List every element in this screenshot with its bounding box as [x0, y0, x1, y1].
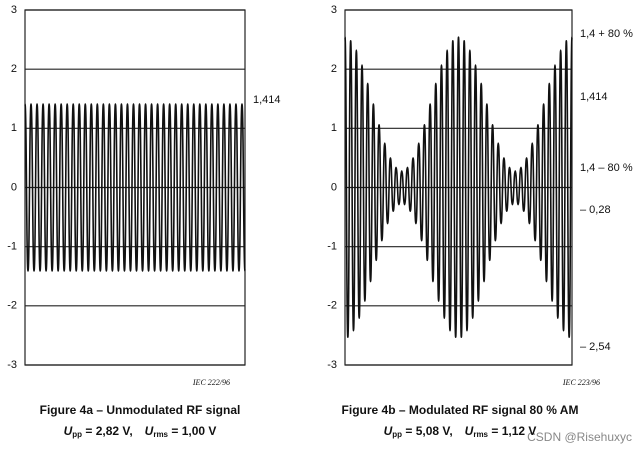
y-tick-label: 2 — [11, 63, 17, 75]
y-tick-label: 0 — [331, 181, 337, 193]
formula-subscript: rms — [473, 430, 488, 439]
y-tick-label: -2 — [327, 300, 337, 312]
annotation: – 2,54 — [580, 341, 611, 353]
signal-line — [344, 36, 573, 339]
annotation: 1,414 — [253, 94, 281, 106]
figure-caption: Figure 4b – Modulated RF signal 80 % AM — [342, 403, 579, 417]
formula-symbol: U — [384, 424, 393, 438]
annotation: – 0,28 — [580, 204, 611, 216]
annotation: 1,4 – 80 % — [580, 162, 633, 174]
y-tick-label: 3 — [331, 4, 337, 16]
annotation: 1,4 + 80 % — [580, 28, 633, 40]
y-tick-label: -3 — [327, 359, 337, 371]
source-label: IEC 223/96 — [562, 378, 600, 387]
plot-frame — [24, 9, 246, 366]
y-tick-label: -1 — [327, 241, 337, 253]
y-tick-label: -3 — [7, 359, 17, 371]
y-tick-label: 3 — [11, 4, 17, 16]
formula-value: = 2,82 V, — [82, 424, 133, 438]
formula-subscript: pp — [72, 430, 82, 439]
formula-value: = 5,08 V, — [402, 424, 453, 438]
formula-value: = 1,00 V — [168, 424, 216, 438]
y-tick-label: 1 — [11, 122, 17, 134]
plot-frame — [344, 9, 573, 366]
y-tick-label: -2 — [7, 300, 17, 312]
formula-symbol: U — [64, 424, 73, 438]
signal-line — [24, 103, 246, 272]
y-tick-label: 1 — [331, 122, 337, 134]
y-tick-label: 2 — [331, 63, 337, 75]
annotation: 1,414 — [580, 91, 608, 103]
figure-caption: Figure 4a – Unmodulated RF signal — [40, 403, 241, 417]
formula: Upp = 5,08 V, Urms = 1,12 V — [384, 424, 537, 439]
source-label: IEC 222/96 — [192, 378, 230, 387]
formula-symbol: U — [145, 424, 154, 438]
formula: Upp = 2,82 V, Urms = 1,00 V — [64, 424, 217, 439]
formula-subscript: pp — [392, 430, 402, 439]
formula-value: = 1,12 V — [488, 424, 536, 438]
y-tick-label: 0 — [11, 181, 17, 193]
watermark: CSDN @Risehuxyc — [527, 430, 632, 444]
y-tick-label: -1 — [7, 241, 17, 253]
formula-subscript: rms — [153, 430, 168, 439]
formula-symbol: U — [465, 424, 474, 438]
